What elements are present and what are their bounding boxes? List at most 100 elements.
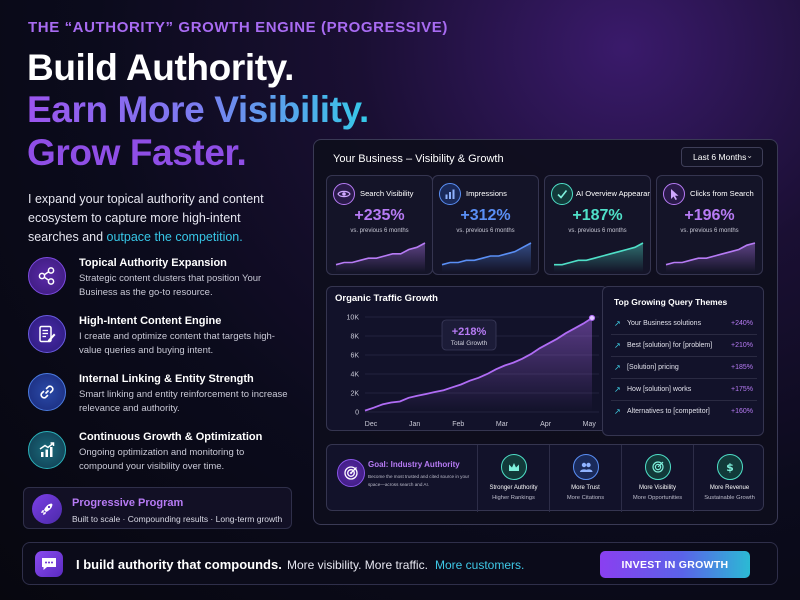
x-tick-label: Feb (452, 421, 464, 428)
feature-internal-linking: Internal Linking & Entity Strength Smart… (28, 371, 298, 419)
query-growth: +185% (731, 364, 753, 371)
query-text: Alternatives to [competitor] (627, 408, 710, 415)
traffic-end-point (588, 314, 596, 322)
period-value: Last 6 Months (693, 152, 747, 162)
feature-desc: Smart linking and entity reinforcement t… (79, 389, 288, 414)
hero-heading-line1: Build Authority. (27, 47, 294, 88)
banner-subtext: More visibility. More traffic. (287, 558, 428, 572)
query-row: ↗ Alternatives to [competitor] +160% (611, 401, 757, 423)
metric-comparison: vs. previous 6 months (568, 228, 627, 234)
metric-value: +312% (460, 207, 511, 224)
trend-up-icon: ↗ (614, 407, 621, 416)
program-subtitle: Built to scale · Compounding results · L… (72, 514, 283, 524)
sparkline-line (441, 242, 532, 266)
goal-title: Goal: Industry Authority (368, 460, 460, 469)
metric-label: AI Overview Appearances (576, 189, 651, 198)
sparkline-line (335, 242, 426, 266)
y-tick-label: 10K (347, 315, 360, 322)
period-dropdown[interactable]: Last 6 Months ⌄ (681, 147, 763, 167)
hero-kicker: THE “AUTHORITY” GROWTH ENGINE (PROGRESSI… (28, 19, 448, 36)
feature-title: Internal Linking & Entity Strength (79, 373, 254, 385)
goal-item-line2: More Citations (566, 495, 605, 501)
metric-sparkline (335, 242, 426, 272)
query-growth: +240% (731, 320, 753, 327)
target-icon (645, 454, 671, 480)
metric-value: +196% (684, 207, 735, 224)
goal-item-line1: More Revenue (709, 485, 750, 491)
feature-continuous-growth: Continuous Growth & Optimization Ongoing… (28, 429, 298, 477)
feature-desc: Strategic content clusters that position… (79, 273, 262, 298)
query-growth: +210% (731, 342, 753, 349)
banner-headline: I build authority that compounds. (76, 557, 282, 572)
crown-icon (501, 454, 527, 480)
feature-content-engine: High-Intent Content Engine I create and … (28, 313, 298, 361)
goal-desc: Become the most trusted and cited source… (368, 474, 470, 487)
y-tick-label: 6K (350, 353, 359, 360)
invest-in-growth-button[interactable]: INVEST IN GROWTH (600, 551, 750, 578)
cursor-icon (663, 183, 685, 205)
goal-item-line2: Higher Rankings (492, 495, 535, 501)
y-tick-label: 2K (350, 391, 359, 398)
rocket-icon (32, 494, 62, 524)
goal-item-trust: More Trust More Citations (549, 445, 621, 512)
eye-icon (333, 183, 355, 205)
hero-heading-line2: Earn More Visibility. (27, 89, 369, 130)
goal-item-authority: Stronger Authority Higher Rankings (477, 445, 549, 512)
metric-sparkline (441, 242, 532, 272)
feature-title: Continuous Growth & Optimization (79, 431, 263, 443)
bottom-cta-banner: I build authority that compounds. More v… (22, 542, 778, 585)
callout-label: Total Growth (451, 340, 488, 347)
metric-card-ai-overview: AI Overview Appearances +187% vs. previo… (544, 175, 651, 275)
x-tick-label: Mar (496, 421, 509, 428)
target-icon (337, 459, 365, 487)
sparkline-line (665, 242, 756, 266)
visibility-dashboard: Your Business – Visibility & Growth Last… (313, 139, 778, 525)
bar-chart-icon (439, 183, 461, 205)
query-row: ↗ How [solution] works +175% (611, 379, 757, 401)
metric-sparkline (665, 242, 756, 272)
query-row: ↗ Best [solution] for [problem] +210% (611, 335, 757, 357)
x-tick-label: May (583, 421, 597, 428)
dollar-icon: $ (717, 454, 743, 480)
hero-intro-accent: outpace the competition. (106, 230, 243, 244)
metric-value: +235% (354, 207, 405, 224)
callout-value: +218% (452, 326, 487, 338)
query-text: Your Business solutions (627, 320, 702, 327)
goal-item-revenue: $ More Revenue Sustainable Growth (693, 445, 765, 512)
metric-card-search-visibility: Search Visibility +235% vs. previous 6 m… (326, 175, 433, 275)
query-growth: +175% (731, 386, 753, 393)
query-text: [Solution] pricing (627, 364, 679, 371)
goal-item-line1: Stronger Authority (489, 485, 538, 491)
hero-intro: I expand your topical authority and cont… (28, 190, 290, 247)
metric-label: Search Visibility (360, 189, 414, 198)
query-row: ↗ Your Business solutions +240% (611, 313, 757, 335)
x-tick-label: Dec (365, 421, 378, 428)
goal-panel: Goal: Industry Authority Become the most… (326, 444, 765, 512)
banner-subtext-accent: More customers. (435, 558, 525, 572)
hero-intro-text: I expand your topical authority and cont… (28, 192, 264, 244)
trend-up-icon: ↗ (614, 385, 621, 394)
y-tick-label: 4K (350, 372, 359, 379)
query-row: ↗ [Solution] pricing +185% (611, 357, 757, 379)
metric-label: Impressions (466, 189, 507, 198)
traffic-line (364, 317, 593, 412)
growth-callout (441, 319, 497, 351)
goal-item-line2: More Opportunities (632, 495, 683, 501)
y-tick-label: 8K (350, 334, 359, 341)
query-text: How [solution] works (627, 386, 692, 393)
traffic-area (365, 318, 592, 412)
goal-item-visibility: More Visibility More Opportunities (621, 445, 693, 512)
growth-chart-icon (28, 431, 66, 469)
metric-label: Clicks from Search (690, 189, 754, 198)
trend-up-icon: ↗ (614, 363, 621, 372)
feature-desc: I create and optimize content that targe… (79, 331, 275, 356)
metric-card-impressions: Impressions +312% vs. previous 6 months (432, 175, 539, 275)
feature-title: Topical Authority Expansion (79, 257, 227, 269)
document-edit-icon (28, 315, 66, 353)
metric-comparison: vs. previous 6 months (456, 228, 515, 234)
metric-comparison: vs. previous 6 months (350, 228, 409, 234)
x-tick-label: Jan (409, 421, 420, 428)
share-nodes-icon (28, 257, 66, 295)
hero-heading-line3: Grow Faster. (27, 132, 247, 173)
check-circle-icon (551, 183, 573, 205)
